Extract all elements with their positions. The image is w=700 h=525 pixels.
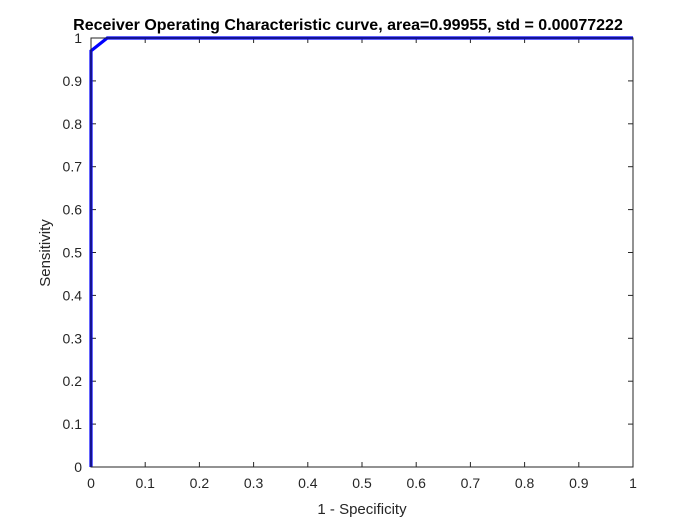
x-axis-title: 1 - Specificity	[317, 501, 407, 518]
y-axis-title: Sensitivity	[37, 219, 54, 287]
y-tick-label: 0.5	[63, 245, 83, 261]
plot-area	[91, 38, 633, 467]
axes-box	[90, 37, 634, 468]
x-axis-ticks: 0 0.1 0.2 0.3 0.4 0.5 0.6 0.7 0.8 0.9 1	[87, 38, 637, 491]
y-tick-label: 0.4	[63, 287, 83, 303]
x-tick-label: 0.6	[406, 475, 426, 491]
x-tick-label: 0.5	[352, 475, 372, 491]
y-axis-ticks: 0 0.1 0.2 0.3 0.4 0.5 0.6 0.7 0.8 0.9 1	[63, 30, 633, 475]
y-tick-label: 0.6	[63, 202, 83, 218]
x-tick-label: 0.7	[461, 475, 481, 491]
x-tick-label: 0.2	[190, 475, 210, 491]
x-tick-label: 1	[629, 475, 637, 491]
x-tick-label: 0.3	[244, 475, 264, 491]
x-tick-label: 0.9	[569, 475, 589, 491]
series-layer	[89, 36, 634, 468]
x-tick-label: 0.4	[298, 475, 318, 491]
y-tick-label: 1	[74, 30, 82, 46]
plot-background	[91, 38, 633, 467]
y-tick-label: 0.2	[63, 373, 83, 389]
y-tick-label: 0.7	[63, 159, 83, 175]
y-tick-label: 0.9	[63, 73, 83, 89]
y-tick-label: 0	[74, 459, 82, 475]
y-tick-label: 0.3	[63, 330, 83, 346]
x-tick-label: 0	[87, 475, 95, 491]
y-tick-label: 0.8	[63, 116, 83, 132]
chart-title: Receiver Operating Characteristic curve,…	[73, 17, 623, 34]
x-tick-label: 0.1	[135, 475, 155, 491]
y-tick-label: 0.1	[63, 416, 83, 432]
x-tick-label: 0.8	[515, 475, 535, 491]
